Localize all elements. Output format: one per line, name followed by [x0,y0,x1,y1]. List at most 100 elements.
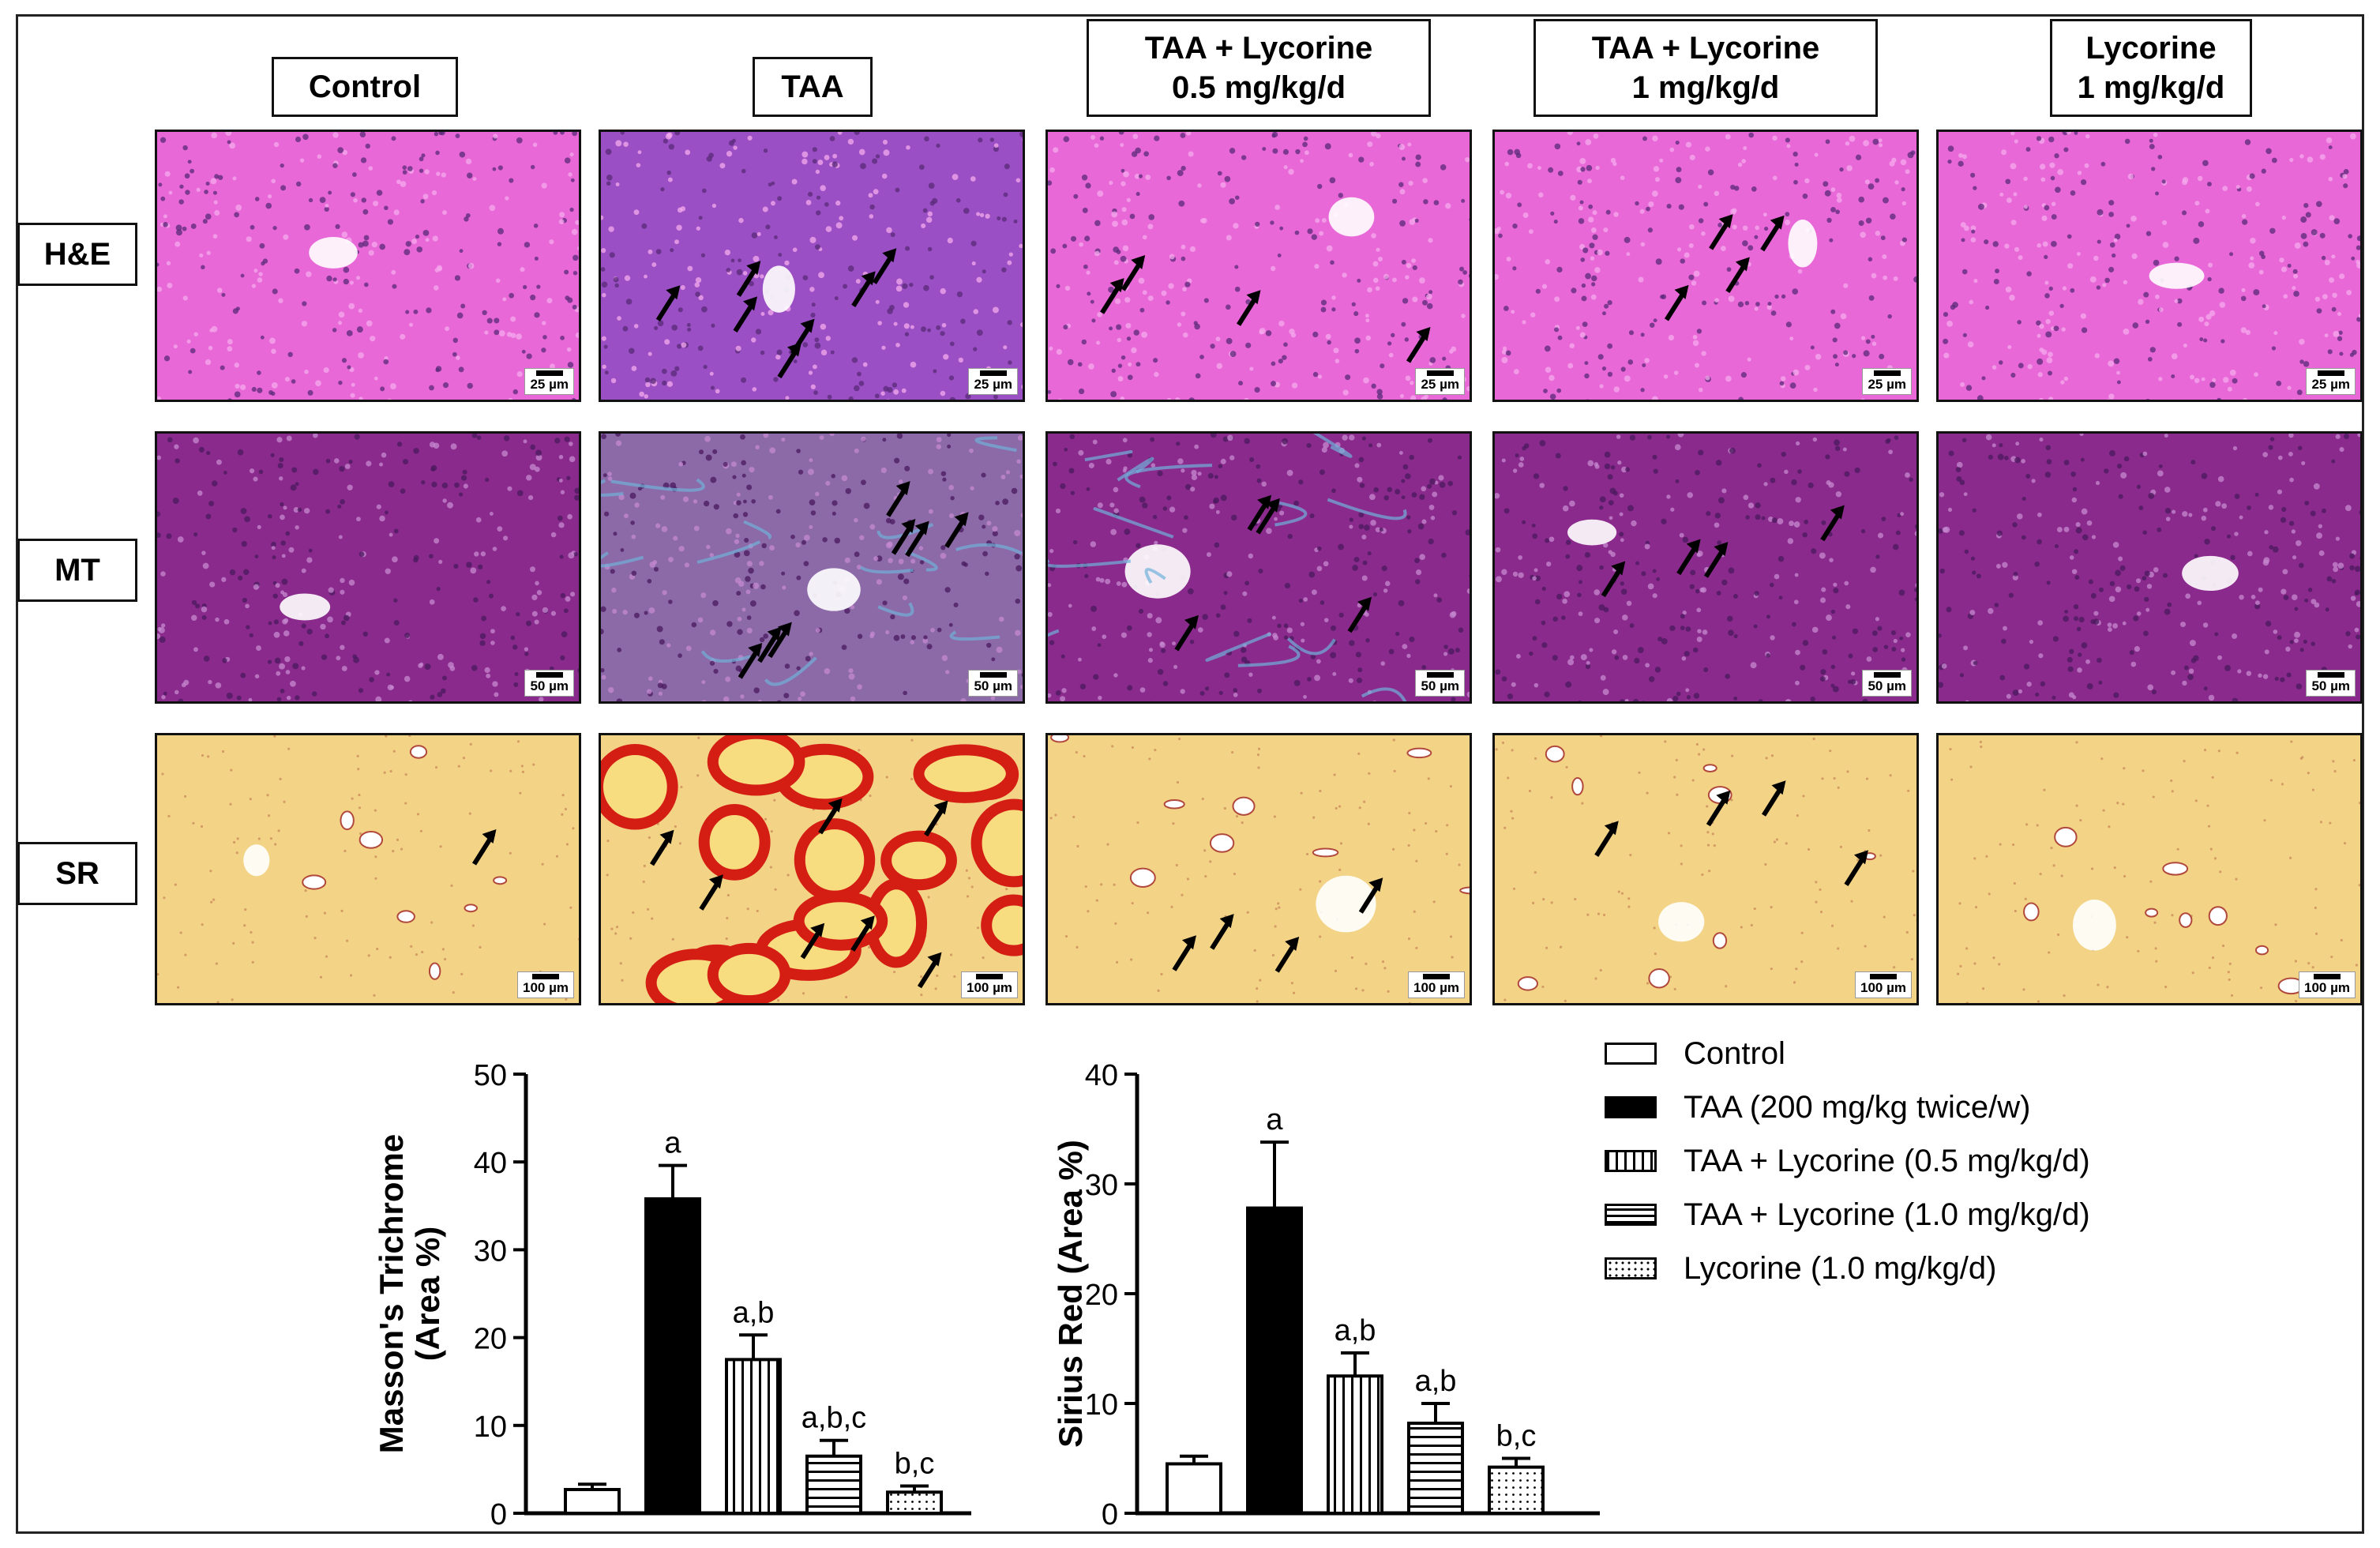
scale-bar-line [976,974,1003,980]
column-header-line1: Control [308,70,422,104]
scale-bar-label: 100 µm [1860,980,1906,996]
scale-bar-line [1870,974,1897,980]
scale-bar: 100 µm [517,971,574,998]
micrograph-image [1495,132,1916,400]
bar [1166,1462,1222,1516]
significance-label: b,c [1496,1420,1537,1453]
micrograph-mt-4: 50 µm [1492,431,1919,704]
scale-bar-line [979,672,1007,678]
scale-bar-label: 50 µm [1868,678,1906,694]
significance-label: a,b [733,1296,775,1329]
column-header-line2: 1 mg/kg/d [1631,70,1780,105]
scale-bar-line [1426,370,1454,377]
micrograph-sr-1: 100 µm [155,733,581,1005]
legend-swatch-black [1605,1096,1657,1118]
scale-bar: 100 µm [1408,971,1465,998]
chart-legend: Control TAA (200 mg/kg twice/w) TAA + Ly… [1605,1027,2315,1295]
sirius-red-chart: 0 10 20 30 40 Sirius Red (Area %) a a,b a,b b,c [1052,1059,1600,1531]
column-header-line2: 0.5 mg/kg/d [1171,70,1346,105]
micrograph-mt-3: 50 µm [1045,431,1472,704]
scale-bar-label: 50 µm [974,678,1012,694]
column-header-taa: TAA [753,57,873,117]
micrograph-image [1939,434,2360,701]
significance-label: a [1266,1103,1283,1137]
scale-bar-line [1873,672,1901,678]
y-axis-label: Masson's Trichrome [373,1134,410,1453]
micrograph-mt-2: 50 µm [599,431,1025,704]
y-tick-label: 10 [474,1411,507,1444]
y-tick-label: 20 [474,1323,507,1356]
row-label-text: SR [55,855,99,891]
masson-trichrome-chart: 0 10 20 30 40 50 Masson's Trichrome (Area %) a a,… [373,1059,971,1531]
micrograph-image [601,735,1023,1003]
micrograph-mt-5: 50 µm [1936,431,2363,704]
y-axis-label: (Area %) [409,1227,446,1361]
micrograph-image [1048,132,1470,400]
micrograph-image [1048,434,1470,701]
significance-label: a,b [1415,1365,1457,1398]
bar [644,1197,701,1516]
y-tick-label: 50 [474,1059,507,1092]
scale-bar: 25 µm [524,368,574,395]
legend-swatch-horizontal [1605,1204,1657,1226]
scale-bar-label: 100 µm [523,980,569,996]
scale-bar: 25 µm [2306,368,2356,395]
bar [805,1454,862,1515]
bar [1246,1206,1303,1516]
bar [1488,1465,1545,1515]
column-header-lycorine-1: Lycorine 1 mg/kg/d [2050,19,2252,117]
scale-bar: 100 µm [961,971,1018,998]
micrograph-he-2: 25 µm [599,130,1025,402]
scale-bar-line [2317,672,2344,678]
column-header-line1: TAA [781,70,844,104]
scale-bar-line [1873,370,1901,377]
scale-bar: 25 µm [1862,368,1912,395]
micrograph-image [157,735,579,1003]
legend-label: Control [1684,1035,1785,1071]
micrograph-sr-3: 100 µm [1045,733,1472,1005]
y-tick-label: 20 [1085,1279,1118,1312]
significance-label: a [664,1127,681,1160]
micrograph-image [601,132,1023,400]
scale-bar-line [2317,370,2344,377]
y-axis-label: Sirius Red (Area %) [1052,1140,1089,1448]
micrograph-sr-2: 100 µm [599,733,1025,1005]
bar [725,1358,782,1515]
micrograph-he-1: 25 µm [155,130,581,402]
micrograph-sr-4: 100 µm [1492,733,1919,1005]
scale-bar: 25 µm [1415,368,1465,395]
y-tick-label: 30 [474,1234,507,1268]
legend-label: TAA + Lycorine (0.5 mg/kg/d) [1684,1143,2090,1178]
column-header-line1: Lycorine [2085,31,2217,66]
scale-bar: 50 µm [2306,670,2356,697]
row-label-he: H&E [17,223,137,286]
micrograph-mt-1: 50 µm [155,431,581,704]
scale-bar-label: 25 µm [974,377,1012,393]
scale-bar-line [535,672,563,678]
micrograph-he-5: 25 µm [1936,130,2363,402]
legend-item-taa-lycorine-10: TAA + Lycorine (1.0 mg/kg/d) [1605,1188,2315,1242]
micrograph-sr-5: 100 µm [1936,733,2363,1005]
column-header-control: Control [272,57,458,117]
legend-label: TAA (200 mg/kg twice/w) [1684,1089,2031,1125]
scale-bar-line [1426,672,1454,678]
row-label-mt: MT [17,539,137,602]
legend-swatch-vertical [1605,1150,1657,1172]
y-tick-label: 40 [474,1147,507,1180]
column-header-line1: TAA + Lycorine [1144,31,1373,66]
legend-label: Lycorine (1.0 mg/kg/d) [1684,1250,1997,1286]
scale-bar-label: 25 µm [1868,377,1906,393]
legend-label: TAA + Lycorine (1.0 mg/kg/d) [1684,1197,2090,1232]
micrograph-he-4: 25 µm [1492,130,1919,402]
scale-bar-label: 100 µm [2304,980,2350,996]
scale-bar: 50 µm [968,670,1018,697]
row-label-text: MT [54,552,100,588]
y-tick-label: 40 [1085,1059,1118,1092]
y-tick-label: 10 [1085,1388,1118,1422]
micrograph-image [1495,735,1916,1003]
scale-bar-label: 100 µm [967,980,1012,996]
scale-bar-label: 25 µm [530,377,569,393]
scale-bar-line [979,370,1007,377]
y-tick-label: 0 [1102,1498,1118,1531]
legend-item-taa-lycorine-05: TAA + Lycorine (0.5 mg/kg/d) [1605,1134,2315,1188]
